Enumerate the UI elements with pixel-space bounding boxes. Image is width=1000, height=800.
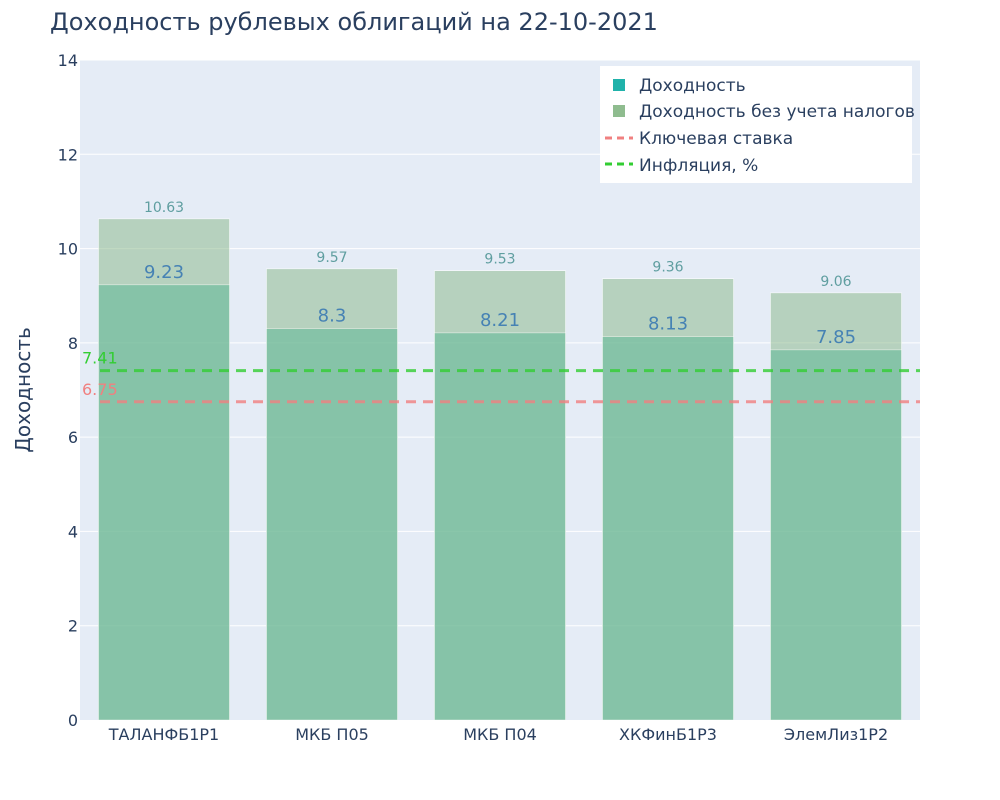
bar-yield-overlay [266, 328, 398, 720]
legend-label-yield: Доходность [639, 76, 746, 96]
ref-line-label: 7.41 [82, 349, 118, 368]
bar-yield[interactable] [266, 328, 398, 721]
bar-yield-overlay [602, 336, 734, 720]
bar-yield[interactable] [770, 349, 902, 721]
x-tick-label: ТАЛАНФБ1Р1 [108, 725, 219, 744]
bar-label-yield-pretax: 9.06 [820, 274, 851, 290]
y-axis-label: Доходность [11, 327, 35, 453]
legend-label-key-rate: Ключевая ставка [639, 129, 793, 149]
y-tick-label: 8 [68, 334, 78, 353]
bar-yield-pretax[interactable] [434, 270, 566, 721]
y-tick-label: 14 [58, 51, 78, 70]
bar-label-yield: 9.23 [144, 262, 184, 283]
x-axis-ticks: ТАЛАНФБ1Р1 МКБ П05 МКБ П04 ХКФинБ1Р3 ЭлемЛиз… [108, 725, 888, 744]
legend-label-inflation: Инфляция, % [639, 156, 758, 176]
y-tick-label: 2 [68, 617, 78, 636]
legend-box [600, 66, 912, 183]
bar-label-yield-pretax: 9.53 [484, 252, 515, 268]
bar-yield[interactable] [98, 284, 230, 721]
bar-label-yield: 8.3 [318, 306, 347, 327]
reference-lines: 6.75 7.41 [82, 349, 920, 404]
y-tick-label: 12 [58, 145, 78, 164]
bar-yield[interactable] [434, 332, 566, 721]
bar-labels: 10.63 9.23 9.57 8.3 9.53 8.21 9.36 8.13 9.06 7.85 [144, 200, 856, 348]
bar-yield-overlay [98, 284, 230, 720]
bars [98, 218, 902, 721]
x-tick-label: МКБ П04 [463, 725, 537, 744]
legend[interactable]: Доходность Доходность без учета налогов … [600, 66, 915, 183]
ref-line-label: 6.75 [82, 380, 118, 399]
y-tick-label: 0 [68, 711, 78, 730]
x-tick-label: ХКФинБ1Р3 [619, 725, 717, 744]
bar-label-yield-pretax: 9.57 [316, 250, 347, 266]
bar-label-yield-pretax: 9.36 [652, 260, 683, 276]
bar-yield-pretax[interactable] [602, 278, 734, 721]
legend-swatch-yield [613, 79, 625, 91]
x-tick-label: ЭлемЛиз1Р2 [784, 725, 888, 744]
bar-label-yield: 8.13 [648, 314, 688, 335]
bar-label-yield-pretax: 10.63 [144, 200, 184, 216]
bar-yield-pretax[interactable] [98, 218, 230, 721]
y-axis-ticks: 0 2 4 6 8 10 12 14 [58, 51, 78, 730]
y-tick-label: 6 [68, 428, 78, 447]
y-tick-label: 4 [68, 522, 78, 541]
x-tick-label: МКБ П05 [295, 725, 369, 744]
bar-yield-pretax[interactable] [770, 292, 902, 721]
legend-swatch-yield-pretax [613, 105, 625, 117]
bar-label-yield: 8.21 [480, 310, 520, 331]
chart-title: Доходность рублевых облигаций на 22-10-2… [50, 8, 658, 36]
legend-label-yield-pretax: Доходность без учета налогов [639, 102, 915, 122]
bar-yield-overlay [434, 332, 566, 720]
bar-label-yield: 7.85 [816, 327, 856, 348]
y-tick-label: 10 [58, 240, 78, 259]
bar-yield-overlay [770, 349, 902, 720]
